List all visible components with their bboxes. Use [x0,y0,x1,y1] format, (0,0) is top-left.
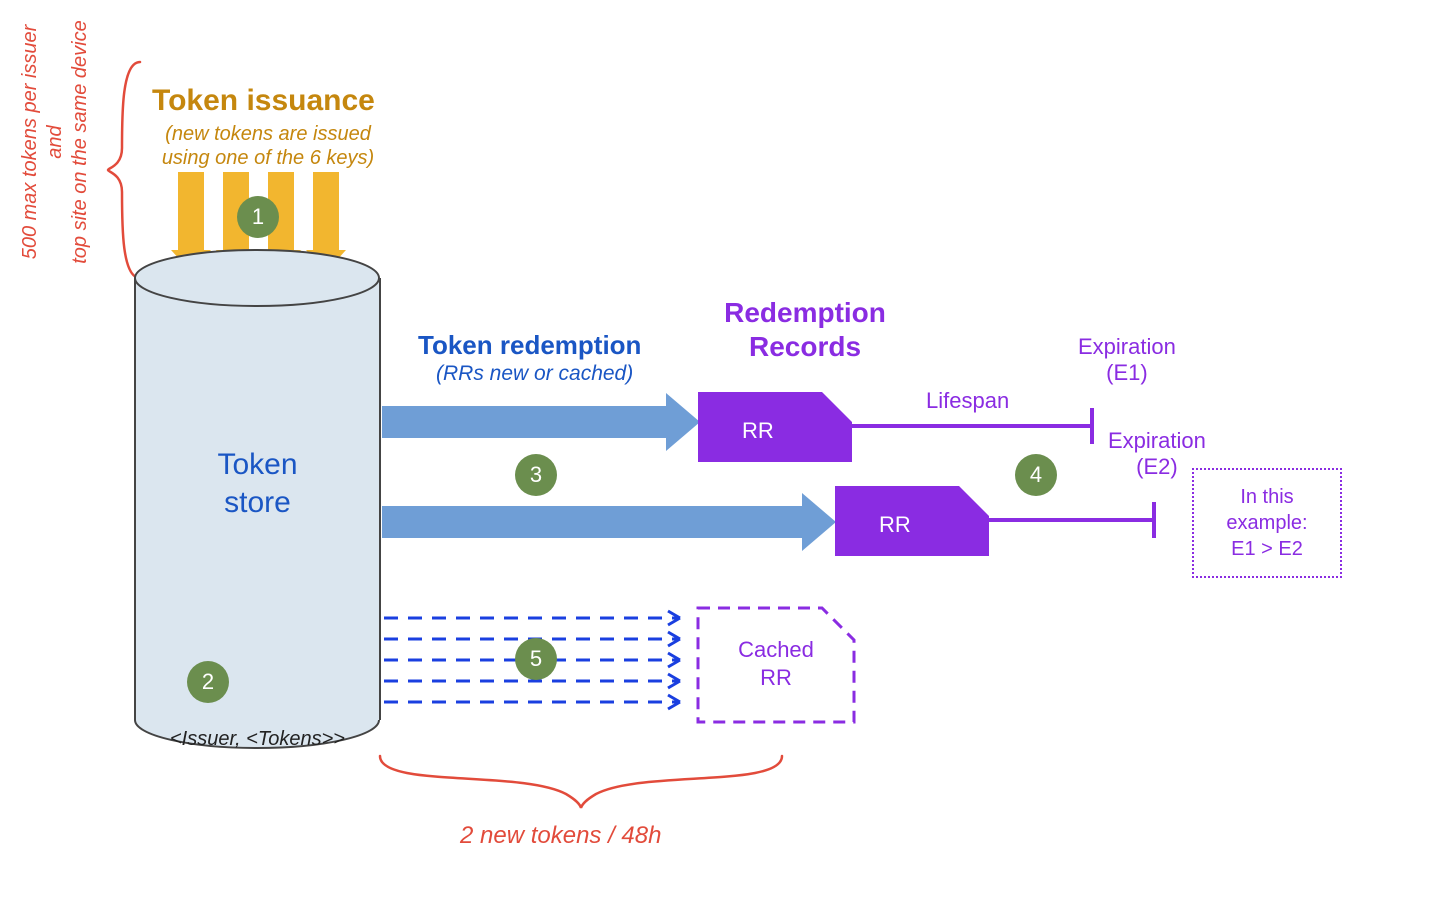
badge-5: 5 [515,638,557,680]
bottom-brace-label: 2 new tokens / 48h [460,822,661,850]
badge-1: 1 [237,196,279,238]
badge-4: 4 [1015,454,1057,496]
badge-3: 3 [515,454,557,496]
badge-2: 2 [187,661,229,703]
bottom-brace [0,0,1452,906]
